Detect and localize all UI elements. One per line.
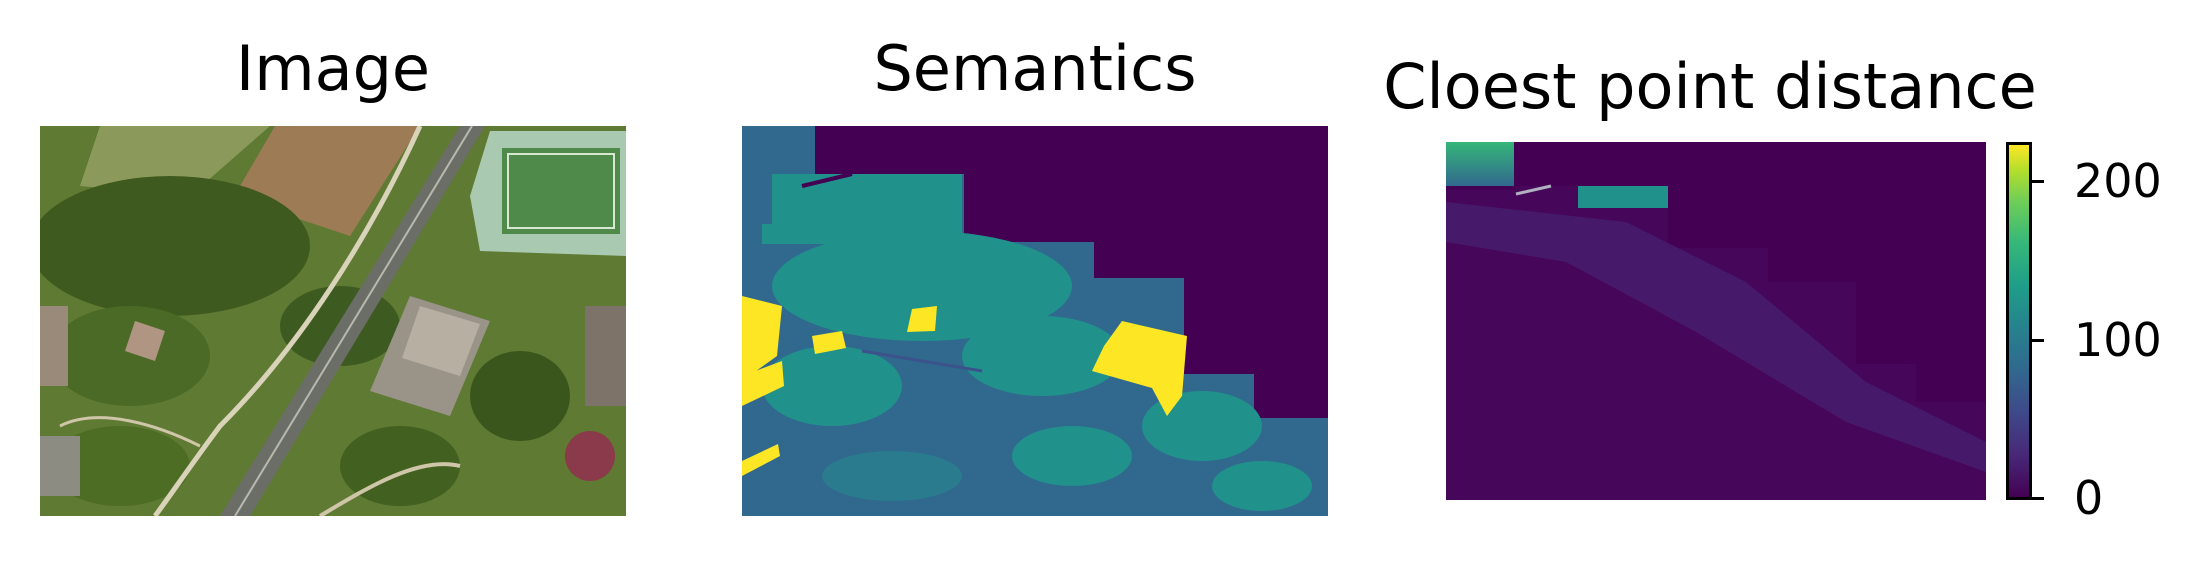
colorbar [2006,142,2032,500]
colorbar-tick-mark-100 [2032,339,2044,342]
colorbar-tick-label-100: 100 [2074,313,2162,367]
image-title: Image [235,32,431,105]
semantics-title: Semantics [873,32,1197,105]
colorbar-tick-label-200: 200 [2074,154,2162,208]
colorbar-tick-mark-200 [2032,180,2044,183]
distance-heatmap [1446,142,1986,500]
aerial-image [40,126,626,516]
distance-title: Cloest point distance [1383,50,2037,123]
semantics-image [742,126,1328,516]
colorbar-tick-label-0: 0 [2074,471,2104,525]
colorbar-tick-mark-0 [2032,497,2044,500]
